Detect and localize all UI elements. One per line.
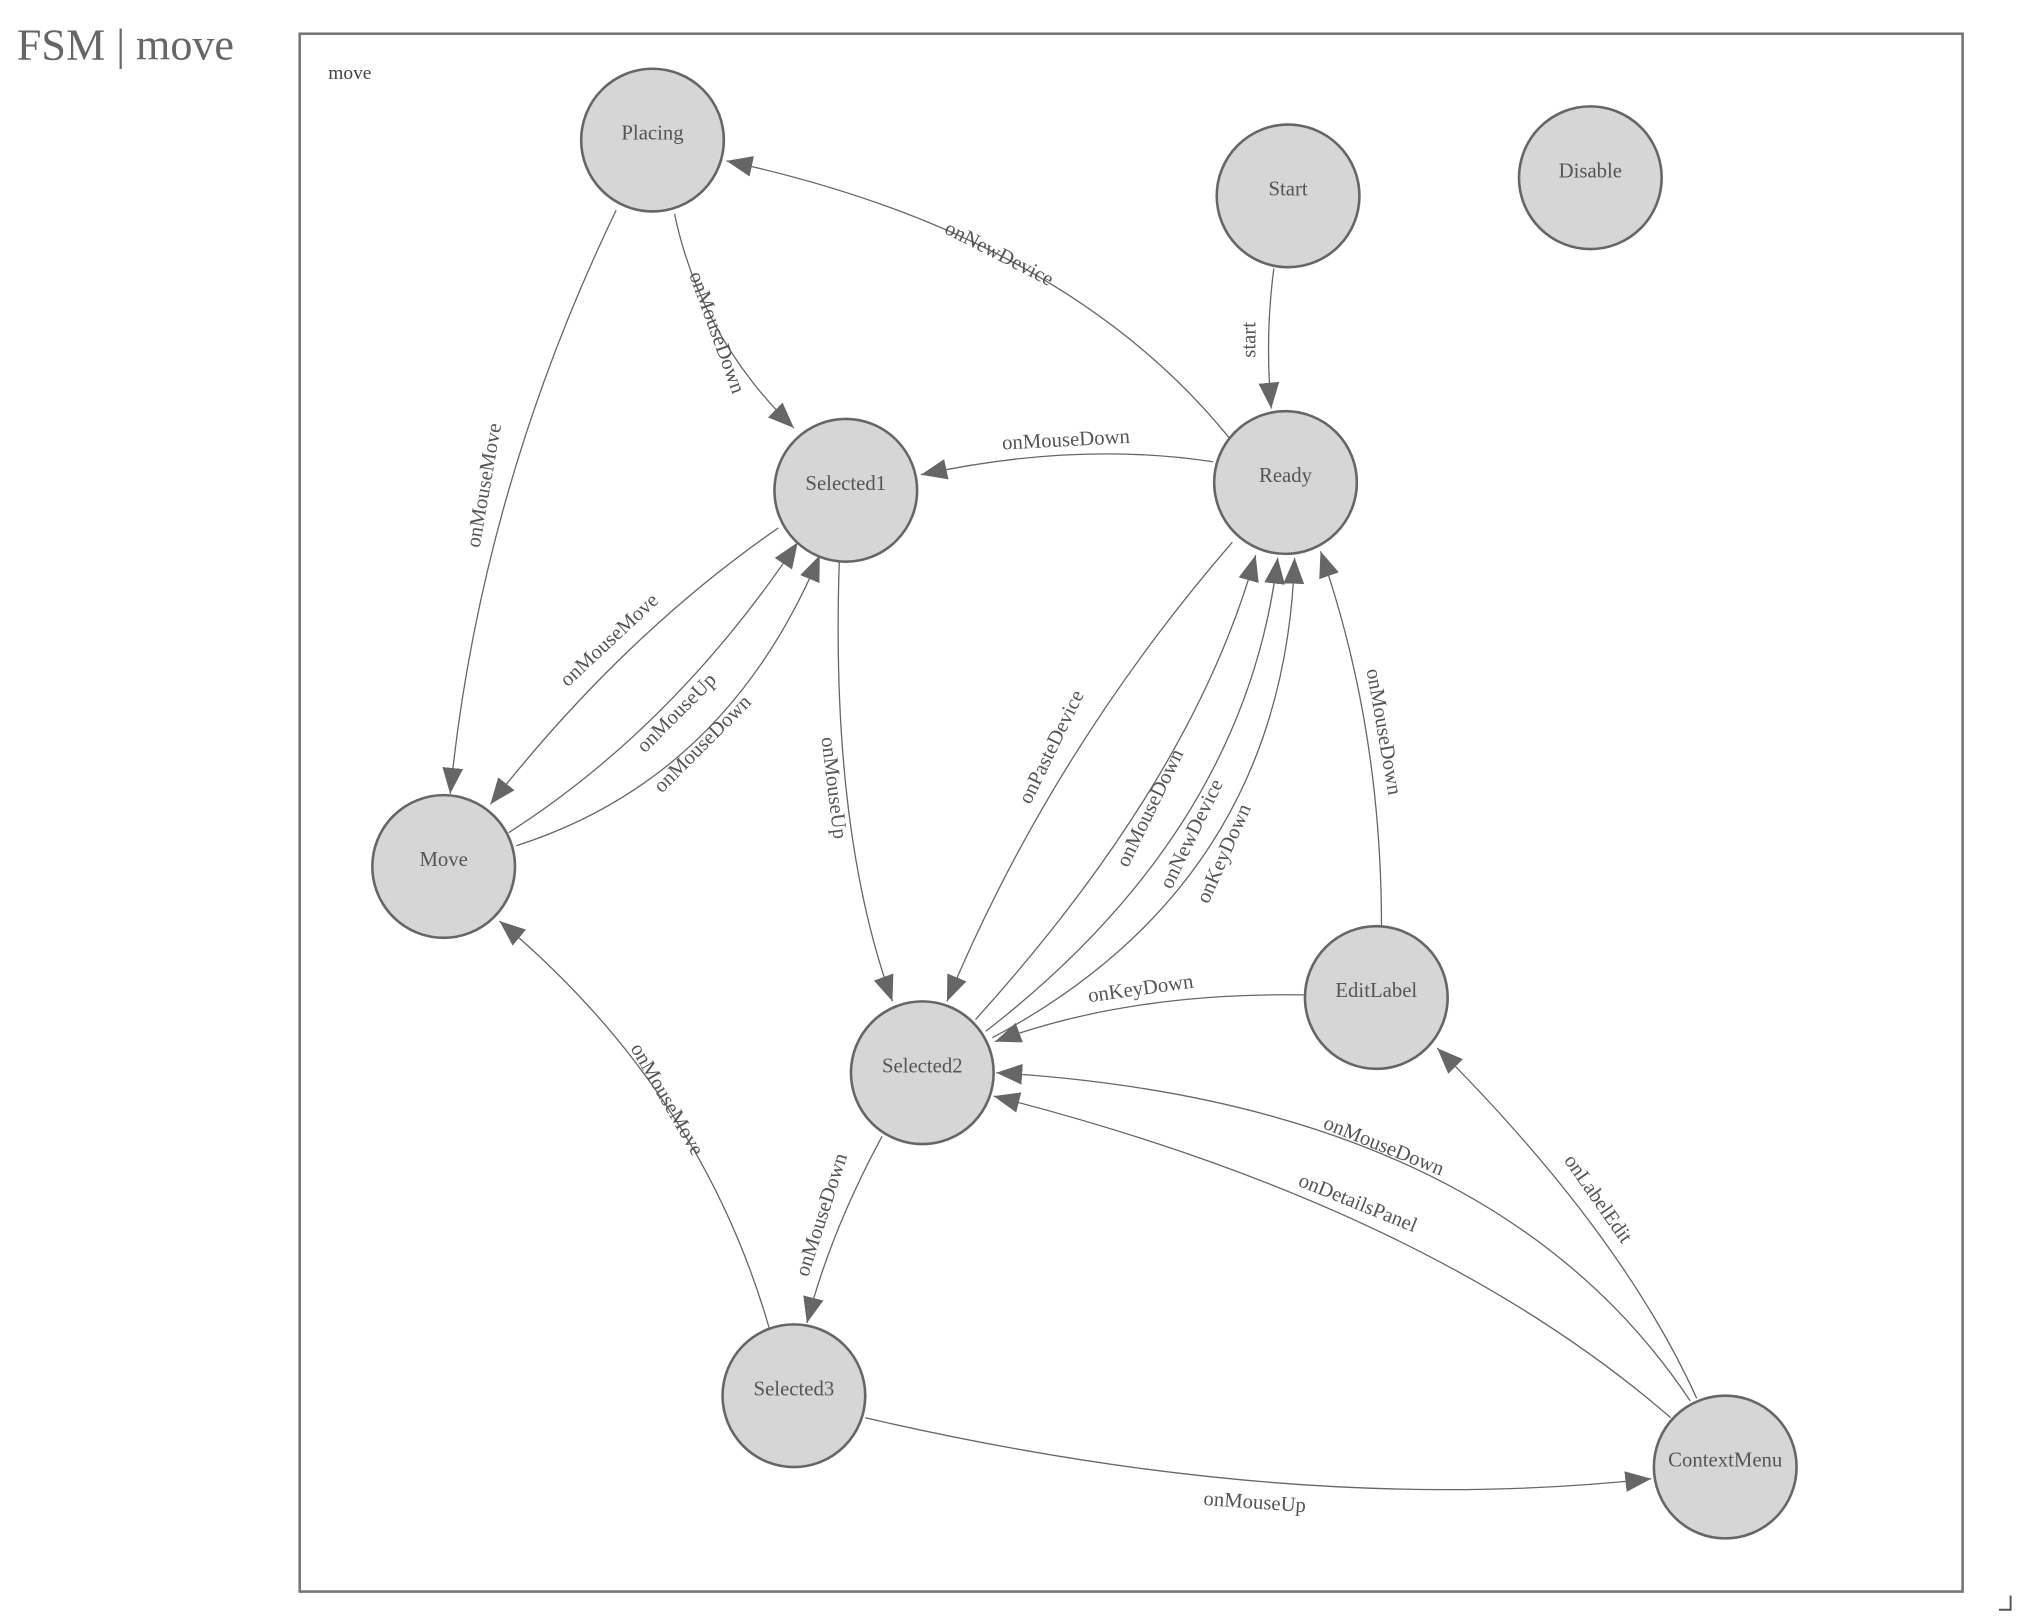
edge-editlabel-to-ready: onMouseDown: [1319, 551, 1406, 927]
edge-line: [994, 994, 1304, 1043]
state-placing[interactable]: Placing: [579, 67, 726, 213]
state-label: Selected1: [805, 473, 886, 495]
state-label: Selected2: [882, 1055, 963, 1077]
edge-ready-to-selected1: onMouseDown: [920, 426, 1213, 480]
state-label: ContextMenu: [1668, 1450, 1783, 1472]
edge-label: onMouseDown: [1002, 426, 1132, 455]
edge-line: [837, 561, 894, 1002]
state-label: EditLabel: [1335, 980, 1417, 1002]
edge-selected3-to-move: onMouseMove: [499, 920, 770, 1329]
edge-line: [516, 554, 821, 847]
state-circle[interactable]: [1517, 105, 1663, 251]
edge-ready-to-selected2: onPasteDevice: [946, 541, 1233, 1002]
edge-contextmenu-to-editlabel: onLabelEdit: [1436, 1047, 1698, 1399]
state-selected1[interactable]: Selected1: [773, 417, 919, 563]
edge-line: [489, 527, 779, 805]
edge-ready-to-placing: onNewDevice: [726, 156, 1231, 439]
edge-line: [673, 213, 795, 429]
state-label: Disable: [1559, 160, 1622, 182]
edge-contextmenu-to-selected2: onDetailsPanel: [993, 1092, 1672, 1419]
state-circle[interactable]: [1652, 1394, 1798, 1540]
page-title: FSM | move: [17, 21, 234, 70]
state-circle[interactable]: [849, 1000, 995, 1146]
state-circle[interactable]: [1215, 123, 1361, 269]
state-label: Selected3: [754, 1378, 835, 1400]
edge-label: onMouseDown: [650, 691, 756, 797]
frame-label: move: [328, 63, 371, 84]
edge-start-to-ready: start: [1239, 268, 1280, 409]
edge-label: onDetailsPanel: [1295, 1170, 1420, 1238]
edge-label: onMouseUp: [1203, 1488, 1307, 1517]
edge-line: [1436, 1047, 1698, 1399]
edge-line: [946, 541, 1233, 1002]
edge-label: onMouseDown: [1320, 1112, 1447, 1181]
state-label: Ready: [1259, 465, 1313, 487]
edge-line: [992, 557, 1305, 1039]
state-editlabel[interactable]: EditLabel: [1303, 924, 1449, 1071]
state-selected2[interactable]: Selected2: [849, 1000, 995, 1146]
edge-editlabel-to-selected2: onKeyDown: [994, 971, 1304, 1043]
diagram-frame: [298, 32, 1964, 1593]
edge-line: [1319, 551, 1383, 927]
state-circle[interactable]: [721, 1323, 867, 1469]
state-circle[interactable]: [371, 793, 517, 940]
edge-label: onMouseDown: [1362, 667, 1406, 797]
edge-selected1-to-move: onMouseMove: [489, 527, 779, 805]
state-start[interactable]: Start: [1215, 123, 1361, 269]
edge-line: [975, 554, 1259, 1020]
edge-line: [508, 541, 799, 834]
state-label: Move: [419, 849, 467, 871]
edge-line: [499, 920, 770, 1329]
edge-selected3-to-contextmenu: onMouseUp: [865, 1417, 1652, 1517]
edge-line: [993, 1092, 1672, 1419]
edge-move-to-selected1: onMouseDown: [516, 554, 821, 847]
edge-line: [985, 557, 1285, 1032]
state-move[interactable]: Move: [371, 793, 517, 940]
edge-label: onMouseMove: [626, 1040, 708, 1160]
state-selected3[interactable]: Selected3: [721, 1323, 867, 1469]
state-circle[interactable]: [1212, 409, 1359, 556]
edge-label: onMouseMove: [556, 589, 663, 691]
state-circle[interactable]: [1303, 924, 1449, 1071]
edge-label: onMouseDown: [792, 1150, 853, 1279]
edge-label: onKeyDown: [1087, 971, 1196, 1008]
edge-label: onNewDevice: [941, 217, 1057, 290]
edge-label: onPasteDevice: [1015, 687, 1089, 807]
edge-line: [996, 1063, 1691, 1402]
edge-selected1-to-selected2: onMouseUp: [816, 561, 894, 1002]
edge-move-to-selected1: onMouseUp: [508, 541, 799, 834]
edge-label: start: [1239, 322, 1261, 358]
edge-label: onMouseMove: [463, 422, 506, 550]
edge-placing-to-move: onMouseMove: [442, 209, 617, 794]
edge-line: [920, 453, 1213, 480]
state-ready[interactable]: Ready: [1212, 409, 1359, 556]
edge-line: [1258, 268, 1280, 409]
edge-placing-to-selected1: onMouseDown: [673, 213, 795, 429]
edge-line: [442, 209, 617, 794]
edge-line: [803, 1135, 883, 1324]
state-disable[interactable]: Disable: [1517, 105, 1663, 251]
state-contextmenu[interactable]: ContextMenu: [1652, 1394, 1798, 1540]
edge-label: onMouseDown: [684, 269, 749, 397]
resize-handle[interactable]: [1998, 1595, 2012, 1611]
state-circle[interactable]: [773, 417, 919, 563]
state-label: Placing: [621, 123, 683, 145]
edge-selected2-to-selected3: onMouseDown: [792, 1135, 883, 1324]
edge-line: [865, 1417, 1652, 1492]
state-circle[interactable]: [579, 67, 726, 213]
edge-line: [726, 156, 1231, 439]
state-label: Start: [1268, 178, 1307, 200]
